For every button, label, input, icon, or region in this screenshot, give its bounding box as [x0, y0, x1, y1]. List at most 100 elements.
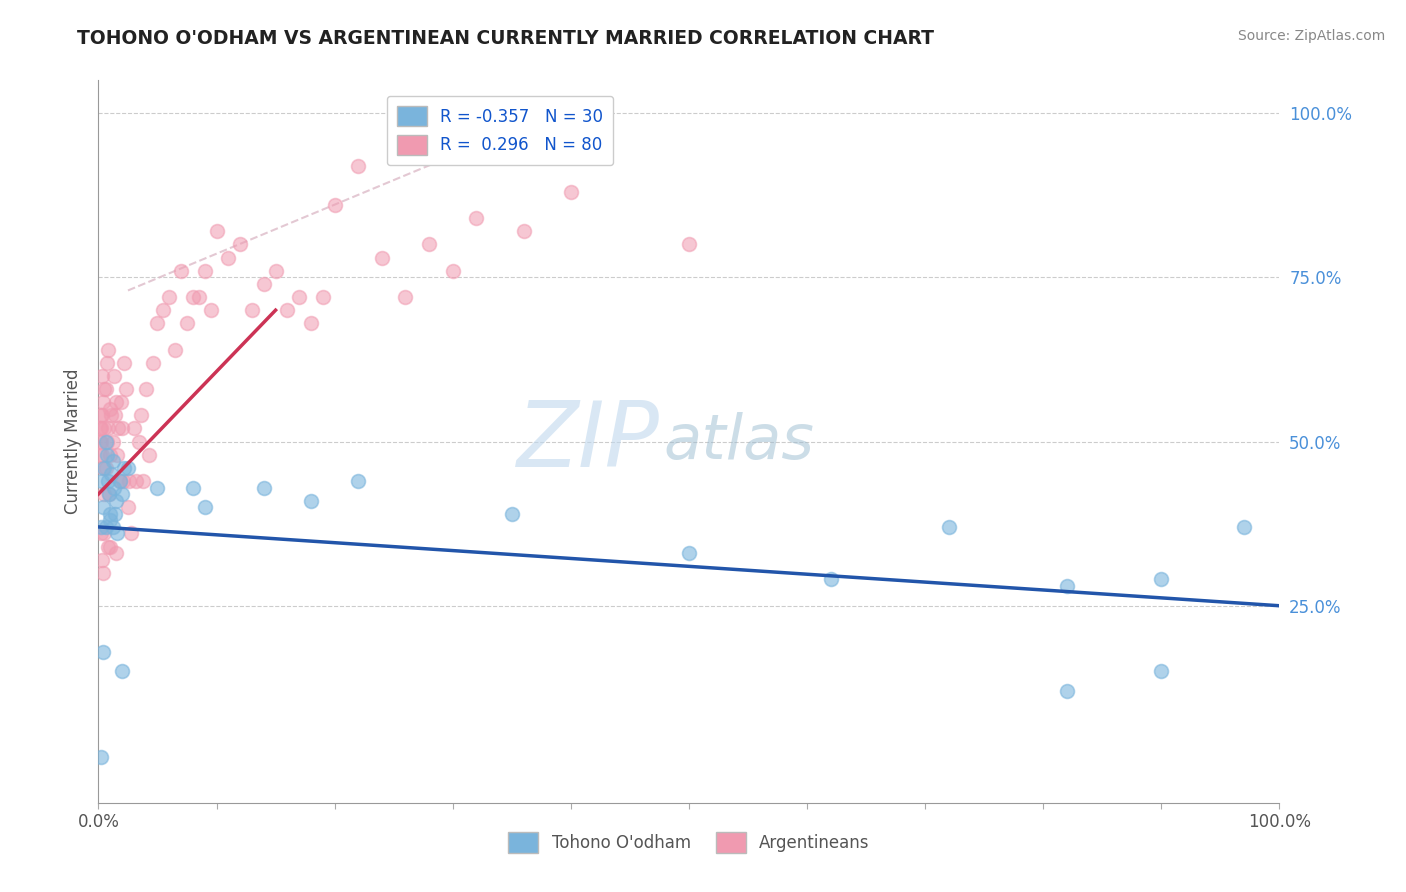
Point — [97, 540, 120, 554]
Point — [217, 251, 239, 265]
Point — [97, 421, 120, 435]
Point — [132, 474, 155, 488]
Point — [114, 382, 136, 396]
Point — [253, 277, 276, 291]
Point — [98, 401, 121, 416]
Point — [1233, 520, 1256, 534]
Point — [91, 553, 114, 567]
Point — [181, 290, 204, 304]
Point — [170, 264, 193, 278]
Point — [93, 382, 115, 396]
Point — [91, 645, 114, 659]
Point — [560, 185, 582, 199]
Point — [111, 487, 134, 501]
Point — [678, 546, 700, 560]
Point — [100, 467, 122, 482]
Point — [101, 434, 124, 449]
Point — [299, 493, 322, 508]
Point — [165, 343, 187, 357]
Point — [229, 237, 252, 252]
Point — [181, 481, 204, 495]
Point — [96, 434, 118, 449]
Legend: Tohono O'odham, Argentineans: Tohono O'odham, Argentineans — [502, 826, 876, 860]
Point — [93, 421, 115, 435]
Point — [465, 211, 488, 226]
Point — [98, 487, 121, 501]
Point — [94, 520, 117, 534]
Point — [104, 409, 127, 423]
Point — [105, 546, 128, 560]
Point — [89, 434, 111, 449]
Point — [94, 434, 117, 449]
Point — [90, 520, 112, 534]
Point — [110, 395, 132, 409]
Point — [194, 500, 217, 515]
Point — [125, 474, 148, 488]
Point — [89, 421, 111, 435]
Point — [93, 487, 115, 501]
Y-axis label: Currently Married: Currently Married — [65, 368, 83, 515]
Point — [104, 507, 127, 521]
Point — [90, 749, 112, 764]
Point — [112, 356, 135, 370]
Point — [205, 224, 228, 238]
Point — [111, 665, 134, 679]
Point — [938, 520, 960, 534]
Point — [122, 421, 145, 435]
Point — [107, 421, 129, 435]
Point — [117, 500, 139, 515]
Point — [108, 474, 131, 488]
Text: TOHONO O'ODHAM VS ARGENTINEAN CURRENTLY MARRIED CORRELATION CHART: TOHONO O'ODHAM VS ARGENTINEAN CURRENTLY … — [77, 29, 935, 47]
Point — [129, 409, 152, 423]
Point — [98, 448, 121, 462]
Point — [97, 343, 120, 357]
Point — [101, 454, 124, 468]
Point — [146, 316, 169, 330]
Point — [371, 251, 394, 265]
Point — [820, 573, 842, 587]
Point — [96, 356, 118, 370]
Point — [98, 540, 121, 554]
Point — [146, 481, 169, 495]
Point — [101, 520, 124, 534]
Point — [91, 500, 114, 515]
Point — [157, 290, 180, 304]
Point — [1150, 665, 1173, 679]
Point — [678, 237, 700, 252]
Point — [91, 368, 114, 383]
Point — [90, 421, 112, 435]
Point — [91, 474, 114, 488]
Point — [418, 237, 440, 252]
Point — [288, 290, 311, 304]
Point — [194, 264, 217, 278]
Point — [105, 395, 128, 409]
Point — [98, 513, 121, 527]
Point — [105, 493, 128, 508]
Point — [91, 566, 114, 580]
Point — [276, 303, 298, 318]
Point — [105, 526, 128, 541]
Point — [142, 356, 165, 370]
Point — [347, 474, 370, 488]
Point — [323, 198, 346, 212]
Point — [128, 434, 150, 449]
Point — [312, 290, 335, 304]
Point — [91, 409, 114, 423]
Point — [1056, 684, 1078, 698]
Point — [96, 448, 118, 462]
Text: ZIP: ZIP — [516, 398, 659, 485]
Point — [501, 507, 523, 521]
Point — [253, 481, 276, 495]
Point — [1056, 579, 1078, 593]
Point — [91, 460, 114, 475]
Point — [1150, 573, 1173, 587]
Point — [90, 434, 112, 449]
Point — [347, 159, 370, 173]
Point — [91, 395, 114, 409]
Point — [103, 481, 125, 495]
Point — [94, 460, 117, 475]
Point — [135, 382, 157, 396]
Point — [441, 264, 464, 278]
Point — [90, 526, 112, 541]
Point — [97, 474, 120, 488]
